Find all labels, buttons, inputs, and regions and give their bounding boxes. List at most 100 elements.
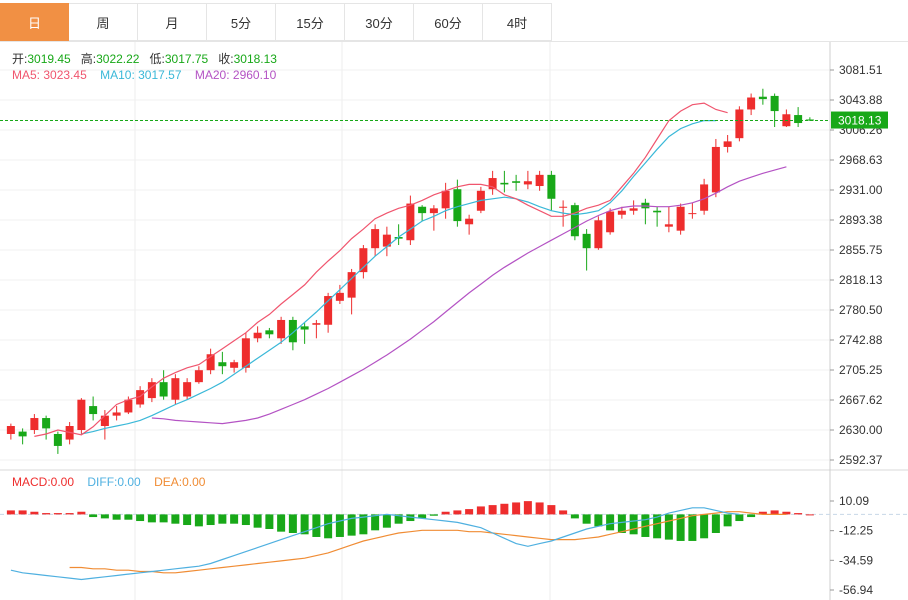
candle-body [230,362,239,368]
candle-body [288,319,297,343]
tab-15min[interactable]: 15分 [276,3,345,41]
candle-body [89,406,98,415]
macd-bar [159,514,168,523]
candle-body [512,181,521,183]
tab-60min[interactable]: 60分 [414,3,483,41]
y-tick-label: 2855.75 [839,243,883,257]
macd-bar [770,510,779,515]
tabs-divider [0,41,908,42]
ma5-value: 3023.45 [43,68,87,82]
candle-body [347,272,356,298]
macd-bar [218,514,227,524]
candle-body [700,184,709,211]
macd-bar [629,514,638,535]
y-tick-label: 2968.63 [839,153,883,167]
macd-bar [582,514,591,524]
macd-bar [805,514,814,516]
tab-5min[interactable]: 5分 [207,3,276,41]
macd-bar [265,514,274,530]
candle-body [617,210,626,215]
macd-bar [230,514,239,524]
candle-body [465,218,474,225]
y-tick-label: 2592.37 [839,453,883,467]
macd-bar [335,514,344,537]
macd-bar [65,513,74,515]
macd-bar [559,510,568,515]
macd-bar [465,509,474,515]
macd-bar [418,514,427,519]
candle-body [335,292,344,301]
macd-bar [512,502,521,515]
candle-body [194,370,203,383]
diff-line [10,507,740,581]
candle-body [805,119,814,121]
candle-body [206,354,215,371]
macd-bar [206,514,215,526]
macd-bar [735,514,744,522]
y-tick-label: 2818.13 [839,273,883,287]
dea-label: DEA: [154,475,183,489]
macd-bar [723,514,732,527]
candle-body [676,206,685,231]
tab-week[interactable]: 周 [69,3,138,41]
candle-body [606,211,615,233]
macd-y-tick-label: -34.59 [839,553,873,567]
y-tick-label: 2931.00 [839,183,883,197]
candle-body [770,95,779,112]
ma5-line [34,102,728,437]
macd-bar [300,514,309,535]
macd-bar [547,505,556,515]
macd-bar [241,514,250,526]
macd-value: 0.00 [50,475,75,489]
candle-body [312,323,321,325]
ma10-label: MA10: [100,68,135,82]
candle-body [241,338,250,368]
candle-body [429,208,438,214]
macd-bar [488,505,497,515]
diff-label: DIFF: [87,475,118,489]
macd-bar [324,514,333,539]
candle-body [112,412,121,416]
candle-body [453,189,462,222]
macd-bar [688,514,697,541]
low-value: 3017.75 [164,52,209,66]
candle-body [183,382,192,397]
candle-body [124,399,133,413]
tab-month[interactable]: 月 [138,3,207,41]
candle-body [794,115,803,124]
tab-30min[interactable]: 30分 [345,3,414,41]
tab-4hour[interactable]: 4时 [483,3,552,41]
ma5-label: MA5: [12,68,41,82]
candle-body [500,182,509,185]
macd-bar [617,514,626,533]
ma10-line [81,119,716,435]
candle-body [159,382,168,397]
macd-bar [89,514,98,518]
macd-bar [136,514,145,522]
open-label: 开: [12,52,28,66]
tab-day[interactable]: 日 [0,3,69,41]
macd-bar [594,514,603,527]
macd-y-tick-label: -56.94 [839,583,873,597]
candle-body [136,390,145,405]
y-tick-label: 2667.62 [839,393,883,407]
y-tick-label: 2742.88 [839,333,883,347]
candle-body [300,326,309,330]
macd-bar [476,506,485,515]
macd-bar [406,514,415,522]
candle-body [711,146,720,193]
candle-body [418,206,427,214]
last-price-label: 3018.13 [838,114,882,128]
macd-y-tick-label: 10.09 [839,494,869,508]
macd-bar [253,514,262,528]
macd-bar [535,502,544,515]
candle-body [747,97,756,110]
macd-bar [30,511,39,515]
macd-bar [53,513,62,515]
macd-bar [794,513,803,515]
diff-value: 0.00 [117,475,141,489]
macd-bar [288,514,297,533]
close-label: 收: [218,52,234,66]
open-value: 3019.45 [27,52,71,66]
